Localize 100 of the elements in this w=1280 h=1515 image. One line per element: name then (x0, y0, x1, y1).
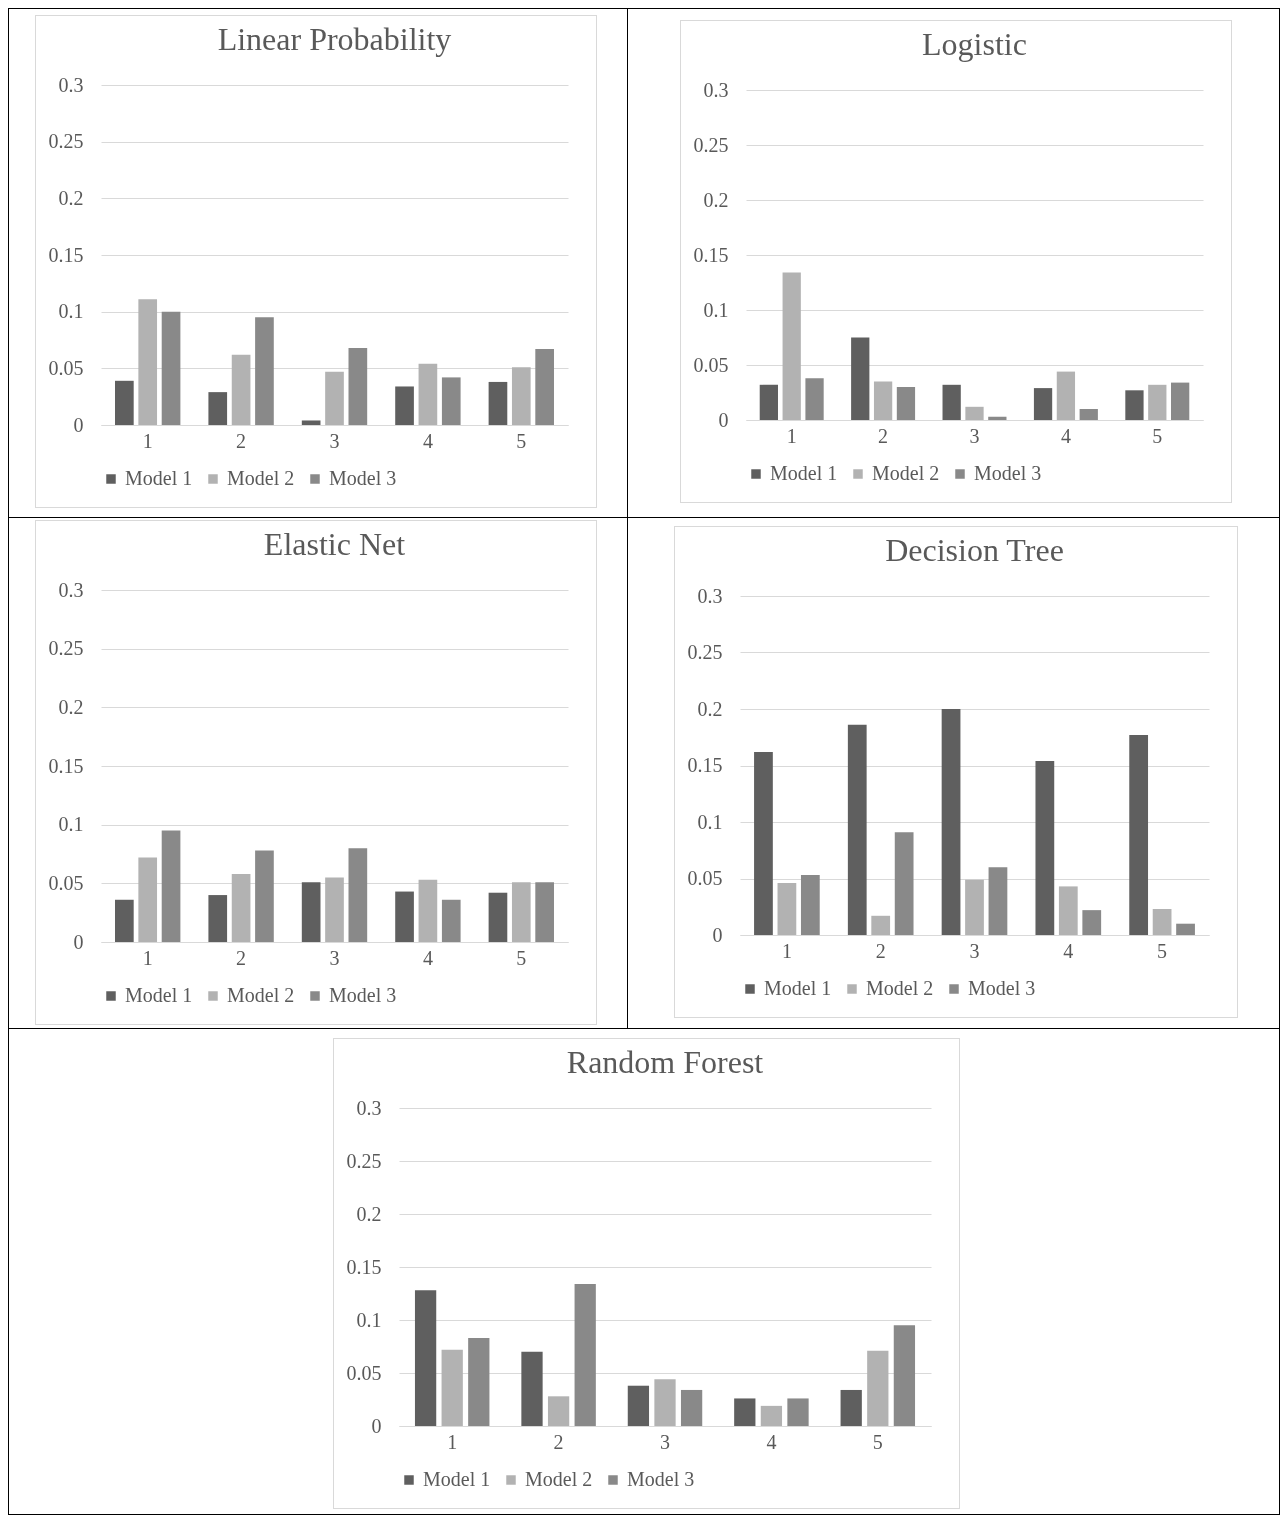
legend-label: Model 3 (329, 467, 397, 489)
bar (965, 879, 984, 935)
x-tick-label: 1 (142, 946, 153, 969)
y-tick-label: 0.25 (48, 130, 84, 153)
bar (208, 895, 228, 942)
bar (873, 381, 893, 420)
bar (1125, 390, 1144, 420)
bar (418, 363, 438, 425)
x-tick-label: 1 (142, 429, 153, 452)
bar (1079, 409, 1098, 420)
bar (1058, 886, 1078, 935)
bar (231, 354, 251, 425)
bar (301, 420, 321, 425)
legend-label: Model 3 (974, 462, 1042, 484)
legend-label: Model 3 (329, 984, 397, 1006)
bar (988, 867, 1008, 935)
bar (547, 1396, 570, 1426)
x-tick-label: 5 (1152, 424, 1163, 447)
bar (941, 709, 961, 935)
bar (942, 384, 961, 420)
bar (1152, 909, 1172, 935)
chart-title: Logistic (922, 26, 1027, 62)
y-tick-label: 0.25 (687, 641, 723, 663)
legend-label: Model 1 (423, 1468, 491, 1490)
bar (871, 915, 891, 935)
bar (511, 882, 531, 942)
bar (115, 380, 134, 425)
x-tick-label: 4 (422, 429, 433, 452)
y-tick-label: 0.2 (58, 695, 84, 718)
bar (754, 751, 773, 935)
chart-title: Linear Probability (217, 21, 452, 57)
y-tick-label: 0.1 (356, 1308, 382, 1331)
legend-label: Model 3 (968, 977, 1036, 999)
y-tick-label: 0.15 (48, 243, 84, 266)
bar (138, 299, 158, 425)
bar (325, 371, 344, 425)
y-tick-label: 0.1 (697, 810, 723, 833)
bar (847, 724, 867, 935)
bar (138, 857, 158, 942)
legend-label: Model 1 (125, 467, 193, 489)
y-tick-label: 0 (718, 408, 729, 431)
x-tick-label: 3 (969, 939, 980, 962)
x-tick-label: 3 (329, 946, 340, 969)
y-tick-label: 0 (73, 930, 84, 953)
bar (787, 1398, 809, 1426)
bar (1176, 923, 1195, 935)
bar (395, 386, 414, 425)
x-tick-label: 2 (236, 429, 247, 452)
bar (896, 387, 916, 420)
x-tick-label: 5 (516, 429, 527, 452)
bar (348, 347, 368, 425)
y-tick-label: 0.1 (58, 300, 84, 323)
bar (161, 830, 181, 942)
legend-label: Model 3 (627, 1468, 695, 1490)
y-tick-label: 0.05 (48, 356, 84, 379)
bar (840, 1389, 862, 1426)
y-tick-label: 0.3 (356, 1096, 382, 1119)
bar (1033, 388, 1053, 420)
y-tick-label: 0.2 (356, 1202, 382, 1225)
bar (1171, 382, 1190, 420)
legend-label: Model 1 (770, 462, 838, 484)
bar (1082, 910, 1102, 935)
bar (208, 392, 228, 425)
bar (760, 1405, 783, 1426)
y-tick-label: 0 (73, 413, 84, 436)
bar (654, 1379, 676, 1426)
x-tick-label: 2 (553, 1430, 564, 1453)
bar (395, 891, 414, 942)
bar (759, 384, 778, 420)
y-tick-label: 0.2 (703, 188, 729, 211)
bar (468, 1338, 490, 1426)
x-tick-label: 2 (875, 939, 886, 962)
y-tick-label: 0.25 (693, 133, 729, 156)
y-tick-label: 0.15 (693, 243, 729, 266)
bar (1148, 384, 1167, 420)
x-tick-label: 1 (786, 424, 797, 447)
bar (574, 1283, 596, 1426)
legend-label: Model 1 (125, 984, 193, 1006)
bar (1129, 734, 1149, 935)
bar (255, 317, 274, 425)
y-tick-label: 0.3 (697, 584, 723, 607)
x-tick-label: 1 (447, 1430, 458, 1453)
bar (1056, 371, 1076, 420)
bar (115, 899, 134, 942)
bar (1035, 760, 1055, 935)
bar (301, 882, 321, 942)
x-tick-label: 1 (781, 939, 792, 962)
y-tick-label: 0.05 (48, 871, 84, 894)
bar (867, 1350, 889, 1426)
legend-label: Model 2 (866, 977, 934, 999)
y-tick-label: 0.05 (693, 353, 729, 376)
bar (988, 416, 1007, 420)
bar (805, 378, 824, 420)
y-tick-label: 0 (712, 923, 723, 946)
chart-title: Random Forest (566, 1044, 764, 1080)
y-tick-label: 0.1 (58, 813, 84, 836)
bar (414, 1290, 437, 1426)
legend-label: Model 2 (227, 467, 295, 489)
y-tick-label: 0.2 (58, 186, 84, 209)
y-tick-label: 0.25 (48, 637, 84, 660)
